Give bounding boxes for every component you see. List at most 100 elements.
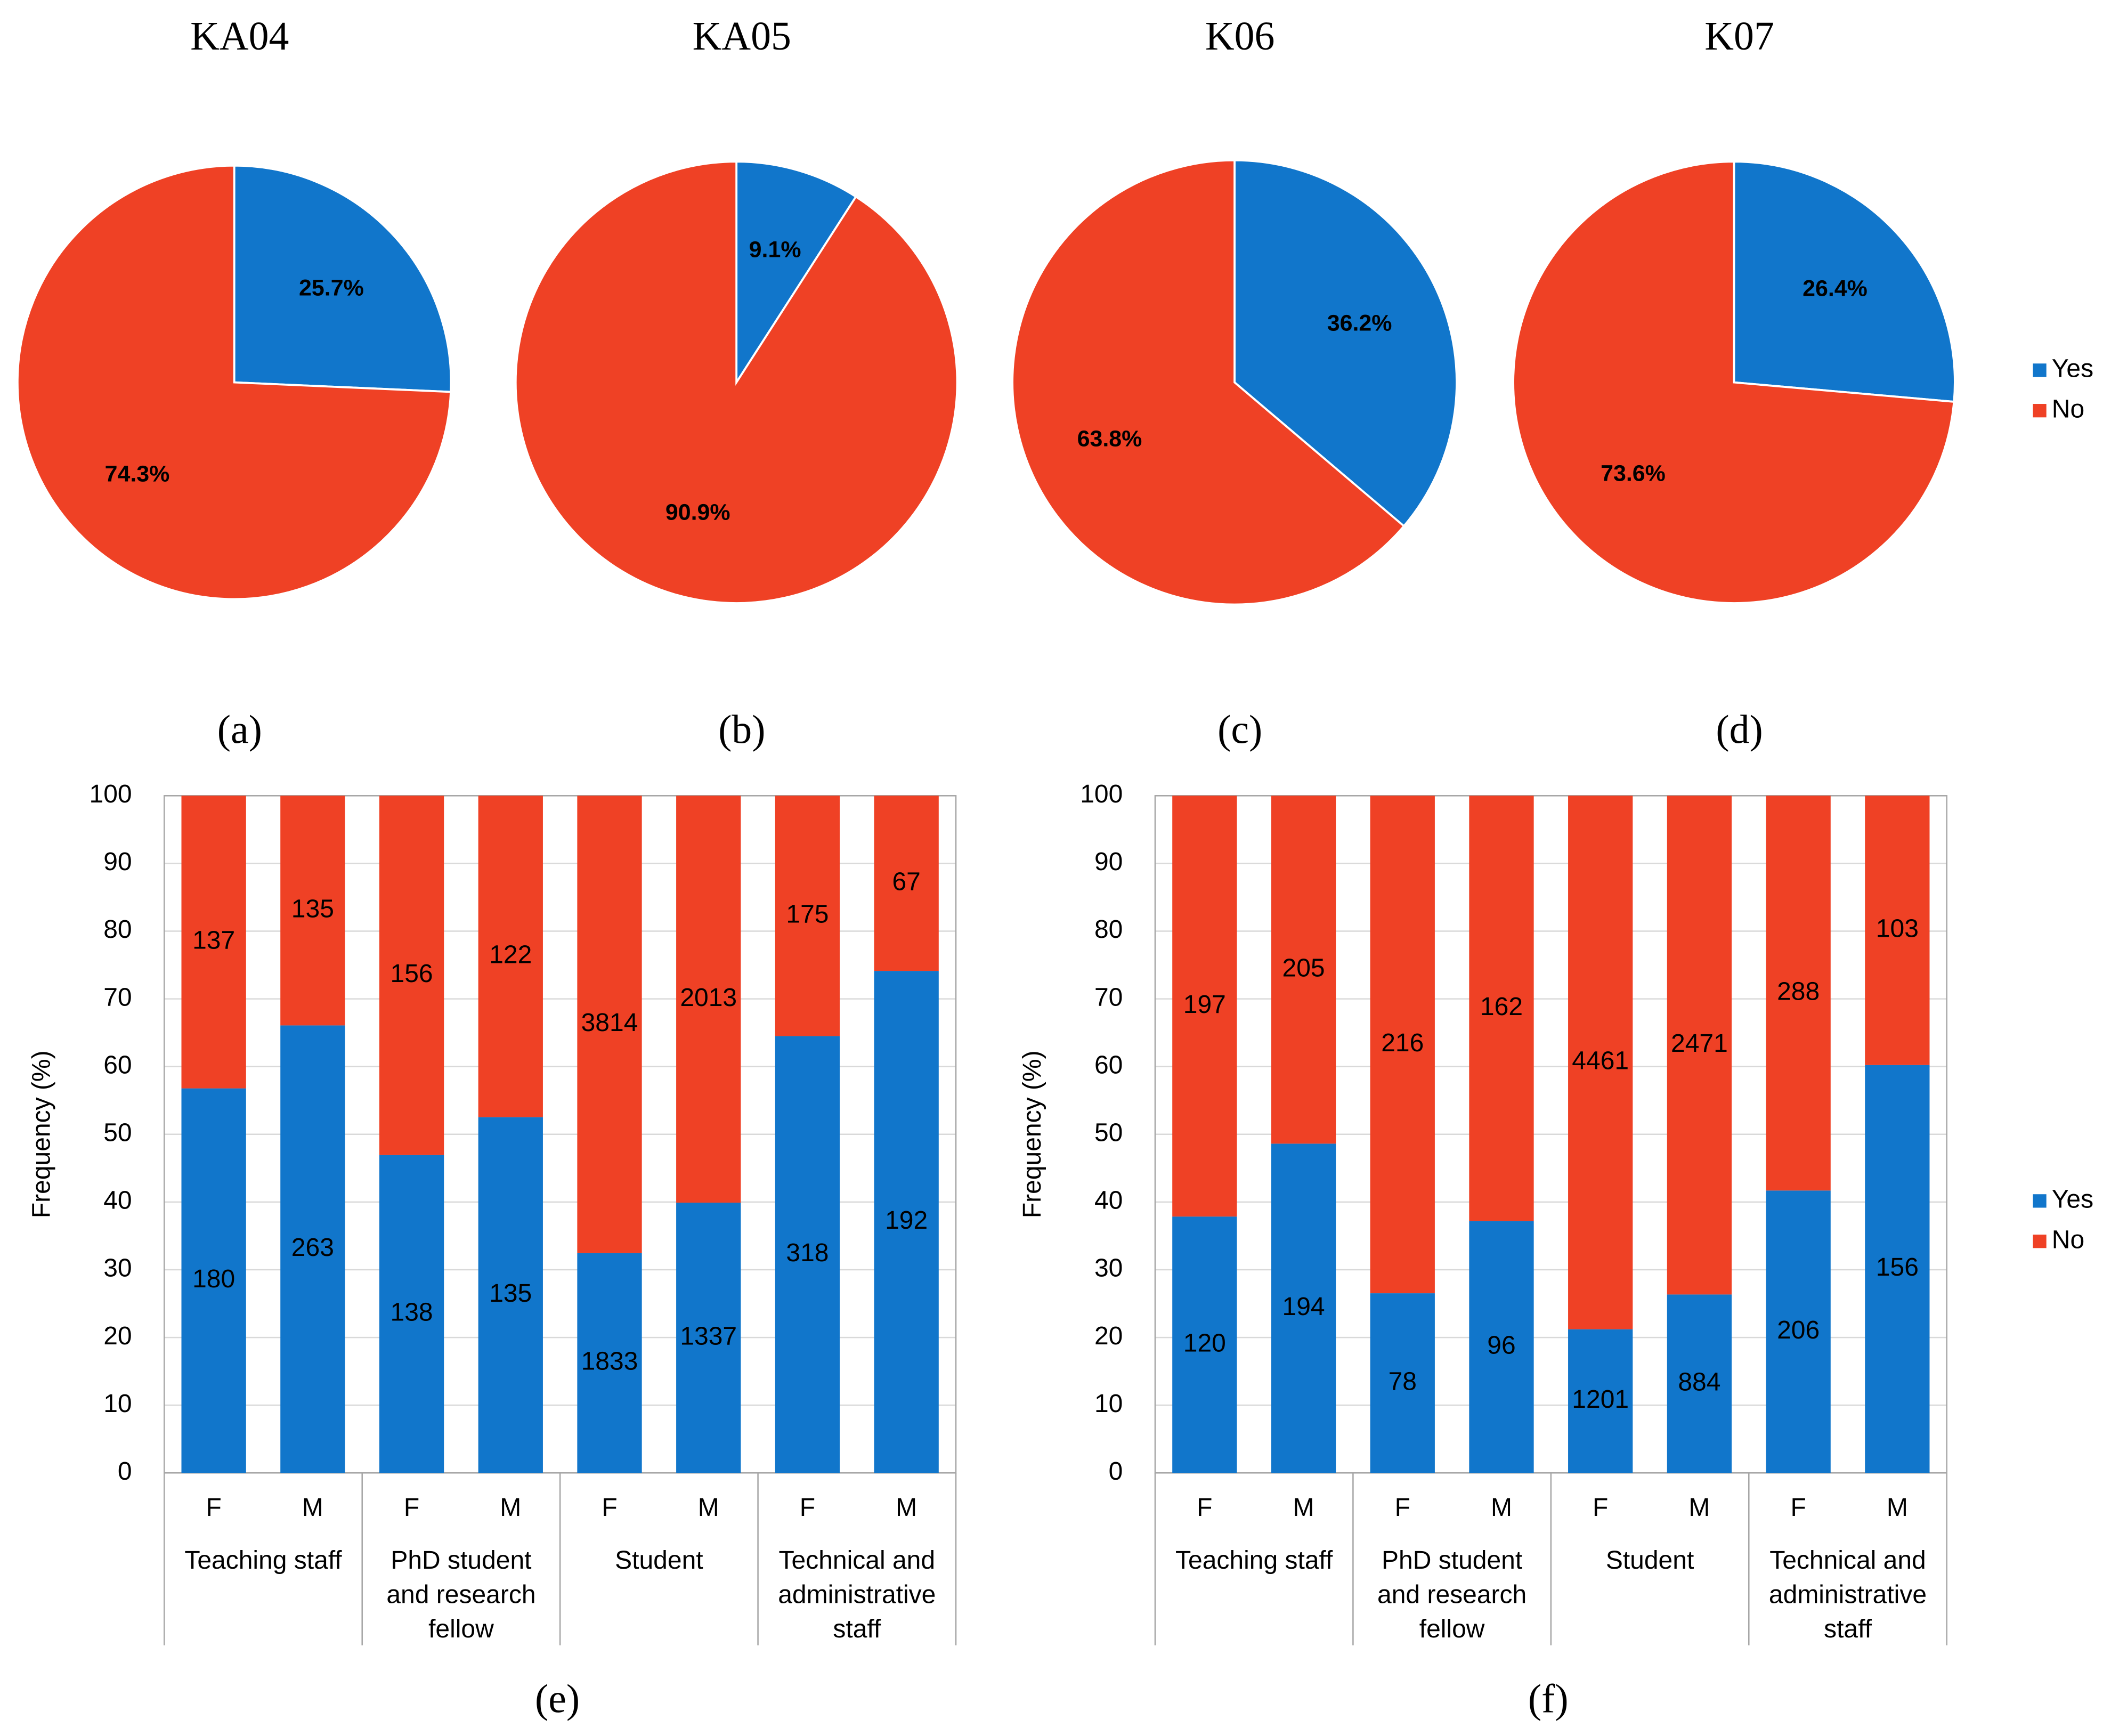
value-label: 1833 <box>581 1348 638 1376</box>
group-label-line: administrative <box>1769 1580 1927 1609</box>
bar-segment <box>280 1025 345 1473</box>
bar-segment <box>478 1117 543 1473</box>
value-label: 194 <box>1282 1293 1325 1321</box>
value-label: 25.7% <box>299 275 364 301</box>
value-label: 205 <box>1282 954 1325 982</box>
bar-segment <box>874 971 939 1473</box>
value-label: 3814 <box>581 1009 638 1037</box>
value-label: 175 <box>786 901 829 929</box>
group-label: PhD student and research fellow <box>1377 1546 1527 1643</box>
y-tick-label: 0 <box>118 1457 132 1486</box>
x-tick-label: F <box>602 1494 617 1522</box>
caption: (a) <box>217 707 262 752</box>
pie-slice <box>1233 159 1458 528</box>
value-label: 1201 <box>1572 1385 1629 1414</box>
group-label: PhD student and research fellow <box>386 1546 535 1643</box>
x-tick-label: M <box>500 1494 521 1522</box>
y-tick-label: 20 <box>103 1322 132 1350</box>
bar-segment <box>379 1155 444 1473</box>
group-label-line: Student <box>615 1546 703 1575</box>
bar-segment <box>874 796 939 971</box>
value-label: 180 <box>192 1265 235 1293</box>
y-tick-label: 50 <box>1094 1118 1123 1147</box>
pie-slice <box>1733 160 1956 403</box>
group-label-line: PhD student <box>391 1546 531 1575</box>
value-label: 73.6% <box>1601 460 1666 486</box>
x-tick-label: M <box>302 1494 323 1522</box>
group-label-line: Technical and <box>1769 1546 1926 1575</box>
value-label: 162 <box>1480 993 1523 1021</box>
value-label: 263 <box>291 1234 334 1262</box>
y-tick-label: 70 <box>1094 983 1123 1011</box>
value-label: 156 <box>391 960 433 988</box>
value-label: 103 <box>1876 915 1919 943</box>
legend-label: Yes <box>2052 355 2093 383</box>
y-tick-label: 90 <box>103 848 132 876</box>
group-label: Student <box>615 1546 703 1575</box>
pie-title: K07 <box>1704 14 1774 59</box>
group-label-line: administrative <box>778 1580 936 1609</box>
bar-segment <box>280 796 345 1026</box>
legend-label: No <box>2052 1226 2084 1254</box>
value-label: 90.9% <box>665 499 730 525</box>
bar-segment <box>775 796 840 1036</box>
bar-segment <box>379 796 444 1155</box>
value-label: 138 <box>391 1299 433 1327</box>
group-label-line: Technical and <box>779 1546 936 1575</box>
bar-segment <box>1766 796 1831 1191</box>
value-label: 120 <box>1183 1329 1226 1357</box>
bar-segment <box>775 1036 840 1473</box>
bar-segment <box>1865 796 1930 1065</box>
y-tick-label: 100 <box>1080 780 1123 808</box>
value-label: 4461 <box>1572 1047 1629 1075</box>
y-tick-label: 80 <box>103 915 132 944</box>
y-tick-label: 20 <box>1094 1322 1123 1350</box>
value-label: 2471 <box>1671 1029 1728 1058</box>
x-tick-label: F <box>1395 1494 1410 1522</box>
value-label: 78 <box>1389 1367 1417 1396</box>
value-label: 156 <box>1876 1253 1919 1281</box>
value-label: 1337 <box>680 1322 737 1350</box>
caption: (b) <box>718 707 765 752</box>
x-tick-label: F <box>800 1494 815 1522</box>
y-axis-label: Frequency (%) <box>1018 1050 1046 1218</box>
group-label: Teaching staff <box>184 1546 342 1575</box>
bar-segment <box>676 796 741 1203</box>
y-axis-label: Frequency (%) <box>28 1050 56 1218</box>
bar-segment <box>577 796 642 1253</box>
x-tick-label: M <box>698 1494 719 1522</box>
bar-segment <box>1370 1293 1435 1473</box>
group-label-line: and research <box>1377 1580 1527 1609</box>
pie-title: KA04 <box>190 14 289 59</box>
value-label: 288 <box>1777 977 1820 1005</box>
y-tick-label: 100 <box>90 780 132 808</box>
legend-swatch <box>2033 404 2047 418</box>
group-label-line: fellow <box>428 1615 494 1643</box>
bar-segment <box>1568 796 1633 1329</box>
bar-segment <box>181 1088 246 1473</box>
x-tick-label: F <box>1593 1494 1608 1522</box>
y-tick-label: 70 <box>103 983 132 1011</box>
y-tick-label: 30 <box>103 1254 132 1283</box>
value-label: 318 <box>786 1239 829 1267</box>
pie-title: KA05 <box>693 14 791 59</box>
legend-swatch <box>2033 363 2047 377</box>
group-label: Teaching staff <box>1175 1546 1333 1575</box>
x-tick-label: M <box>896 1494 917 1522</box>
bar-segment <box>1766 1190 1831 1473</box>
value-label: 67 <box>892 867 920 896</box>
bar-segment <box>1865 1065 1930 1473</box>
group-label-line: staff <box>833 1615 881 1643</box>
bar-segment <box>676 1203 741 1473</box>
legend-swatch <box>2033 1235 2047 1248</box>
bar-segment <box>1271 1143 1336 1473</box>
value-label: 137 <box>192 927 235 955</box>
bar-segment <box>1271 796 1336 1144</box>
group-label-line: Teaching staff <box>184 1546 342 1575</box>
bar-segment <box>1667 1294 1732 1473</box>
value-label: 122 <box>489 941 532 969</box>
x-tick-label: M <box>1293 1494 1314 1522</box>
value-label: 216 <box>1381 1029 1424 1057</box>
value-label: 96 <box>1487 1331 1515 1359</box>
